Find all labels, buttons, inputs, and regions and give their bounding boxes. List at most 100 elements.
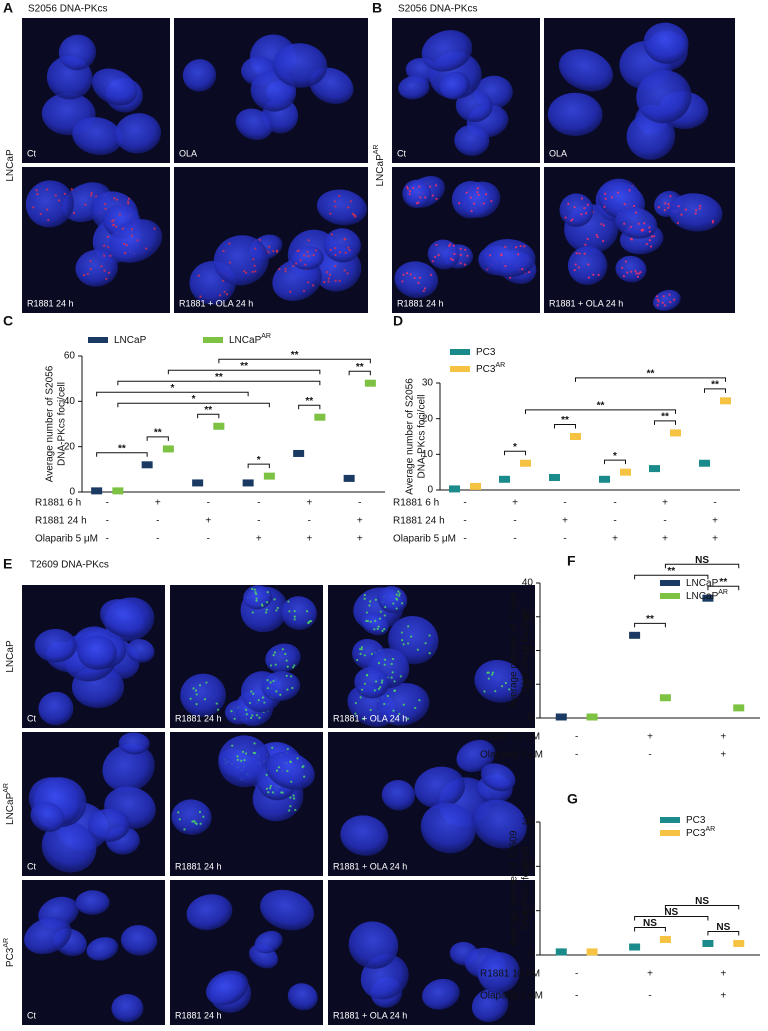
treatment-sign: -: [463, 516, 466, 527]
panel-letter: A: [3, 0, 13, 16]
treatment-label: R1881 24 h: [393, 516, 445, 527]
focus: [346, 272, 349, 275]
focus: [307, 254, 310, 258]
focus: [269, 681, 272, 684]
focus: [676, 221, 680, 225]
focus: [348, 249, 351, 252]
row-label-sup: AR: [3, 783, 10, 793]
focus: [435, 243, 438, 247]
image-caption: R1881 24 h: [397, 298, 444, 308]
focus: [487, 677, 490, 680]
focus: [112, 219, 115, 222]
box: [629, 943, 641, 951]
focus: [279, 693, 282, 696]
focus: [390, 662, 393, 666]
focus: [296, 757, 299, 760]
focus: [580, 197, 583, 200]
nucleus: [636, 70, 692, 124]
focus: [307, 621, 310, 625]
nucleus: [91, 68, 138, 106]
focus: [32, 206, 35, 209]
focus: [428, 185, 432, 188]
focus: [433, 255, 437, 259]
focus: [105, 277, 108, 280]
focus: [192, 687, 195, 690]
significance-label: **: [291, 350, 299, 361]
significance-bracket: [634, 574, 709, 580]
focus: [635, 272, 638, 275]
nucleus: [180, 673, 226, 717]
focus: [243, 759, 246, 762]
focus: [273, 651, 277, 654]
focus: [470, 210, 473, 213]
focus: [349, 200, 352, 203]
y-axis-label: DNA-PKcs foci/cell: [521, 609, 532, 693]
focus: [195, 703, 198, 706]
panel-letter: G: [567, 791, 578, 807]
focus: [662, 295, 665, 298]
focus: [699, 204, 702, 207]
treatment-sign: -: [257, 516, 260, 527]
focus: [303, 254, 306, 257]
box: [162, 445, 174, 453]
treatment-sign: +: [662, 534, 668, 545]
focus: [136, 239, 139, 242]
focus: [680, 213, 683, 216]
significance-label: **: [667, 566, 675, 577]
focus: [574, 263, 577, 266]
focus: [695, 209, 698, 212]
treatment-label: Olaparib 5 μM: [35, 534, 98, 545]
focus: [285, 659, 288, 662]
focus: [111, 224, 115, 227]
focus: [684, 208, 687, 211]
significance-bracket: [218, 358, 371, 364]
focus: [398, 712, 401, 716]
significance-label: NS: [664, 907, 678, 918]
focus: [650, 235, 653, 238]
focus: [376, 627, 379, 630]
focus: [266, 601, 269, 604]
significance-bracket: [704, 388, 726, 393]
focus: [395, 607, 398, 610]
focus: [90, 194, 93, 197]
focus: [89, 268, 92, 271]
focus: [363, 682, 367, 685]
box: [499, 475, 510, 483]
focus: [312, 253, 315, 257]
treatment-label: Olaparib 5 μM: [393, 534, 456, 545]
nucleus: [481, 239, 536, 278]
focus: [100, 265, 103, 268]
significance-label: *: [257, 455, 261, 466]
treatment-label: Olaparib 5 μM: [480, 750, 543, 761]
nucleus: [348, 921, 399, 969]
nucleus: [265, 751, 315, 790]
focus: [103, 269, 106, 272]
treatment-sign: +: [720, 732, 726, 743]
focus: [323, 280, 326, 284]
nucleus: [394, 261, 439, 299]
nucleus: [111, 994, 144, 1023]
focus: [429, 273, 433, 276]
focus: [267, 791, 270, 794]
image-caption: Ct: [27, 861, 36, 871]
focus: [391, 657, 395, 661]
significance-bracket: [146, 436, 169, 441]
significance-bracket: [525, 409, 676, 414]
focus: [451, 258, 454, 262]
focus: [469, 196, 472, 199]
legend-label: LNCaP: [686, 578, 719, 589]
nucleus: [559, 193, 594, 227]
box: [570, 433, 581, 440]
nucleus: [456, 739, 496, 773]
row-label-main: PC3: [5, 947, 16, 967]
focus: [107, 271, 111, 274]
significance-bracket: [96, 391, 249, 397]
focus: [35, 189, 38, 192]
significance-bracket: [197, 413, 220, 419]
nucleus: [388, 615, 439, 665]
focus: [434, 184, 438, 187]
focus: [292, 264, 295, 268]
focus: [636, 275, 640, 278]
focus: [216, 708, 220, 711]
focus: [286, 769, 289, 773]
